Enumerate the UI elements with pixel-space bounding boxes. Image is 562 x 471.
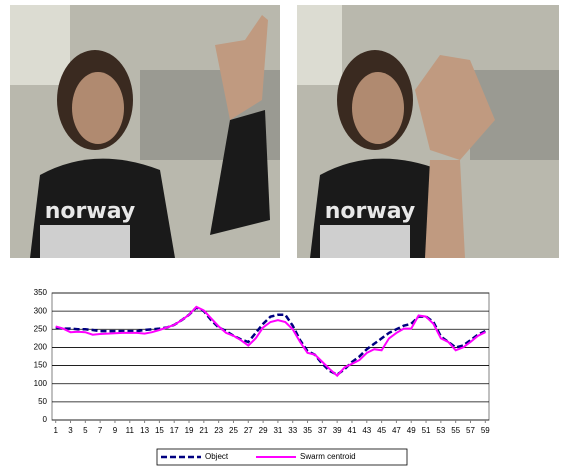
y-tick-label: 50	[38, 397, 47, 406]
legend-label: Object	[205, 452, 229, 461]
x-tick-label: 23	[214, 426, 223, 435]
y-tick-label: 350	[34, 288, 48, 297]
x-tick-label: 43	[362, 426, 371, 435]
x-tick-label: 1	[53, 426, 58, 435]
series-line	[55, 305, 486, 378]
x-tick-label: 33	[288, 426, 297, 435]
y-tick-label: 200	[34, 343, 48, 352]
y-tick-label: 250	[34, 324, 48, 333]
x-tick-label: 5	[83, 426, 88, 435]
photo-left: norway	[10, 5, 280, 258]
photo-right: norway	[297, 5, 559, 258]
x-tick-label: 39	[333, 426, 342, 435]
x-tick-label: 17	[170, 426, 179, 435]
x-tick-label: 55	[451, 426, 460, 435]
legend-label: Swarm centroid	[300, 452, 356, 461]
x-tick-label: 47	[392, 426, 401, 435]
x-tick-label: 59	[481, 426, 490, 435]
x-tick-label: 45	[377, 426, 386, 435]
shirt-text: norway	[45, 199, 135, 224]
x-tick-label: 37	[318, 426, 327, 435]
x-tick-label: 11	[126, 426, 135, 435]
shirt-text: norway	[325, 199, 415, 224]
y-tick-label: 0	[43, 415, 48, 424]
x-tick-label: 19	[185, 426, 194, 435]
x-tick-label: 31	[273, 426, 282, 435]
x-tick-label: 27	[244, 426, 253, 435]
x-tick-label: 57	[466, 426, 475, 435]
y-tick-label: 100	[34, 379, 48, 388]
x-tick-label: 53	[436, 426, 445, 435]
x-tick-label: 25	[229, 426, 238, 435]
x-tick-label: 13	[140, 426, 149, 435]
x-tick-label: 35	[303, 426, 312, 435]
x-tick-label: 49	[407, 426, 416, 435]
y-tick-label: 150	[34, 361, 48, 370]
y-tick-label: 300	[34, 306, 48, 315]
plot-frame	[51, 292, 490, 421]
x-tick-label: 7	[98, 426, 103, 435]
x-tick-label: 9	[113, 426, 118, 435]
x-tick-label: 29	[259, 426, 268, 435]
x-tick-label: 41	[348, 426, 357, 435]
series-line	[55, 305, 486, 377]
x-tick-label: 15	[155, 426, 164, 435]
x-tick-label: 21	[199, 426, 208, 435]
x-tick-label: 51	[422, 426, 431, 435]
x-tick-label: 3	[68, 426, 73, 435]
